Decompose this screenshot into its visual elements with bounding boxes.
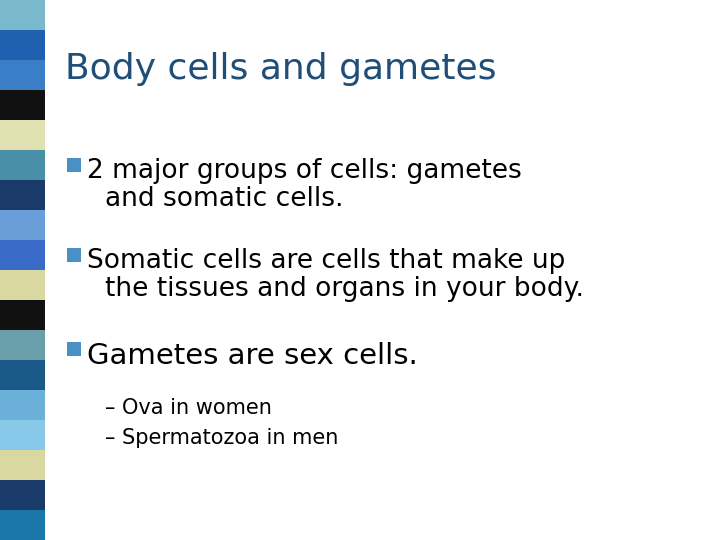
Bar <box>0 240 45 270</box>
Text: 2 major groups of cells: gametes: 2 major groups of cells: gametes <box>87 158 522 184</box>
Bar <box>67 342 81 356</box>
Bar <box>0 0 45 30</box>
Bar <box>0 30 45 60</box>
Bar <box>0 180 45 210</box>
Bar <box>0 330 45 360</box>
Bar <box>0 60 45 90</box>
Bar <box>0 420 45 450</box>
Bar <box>0 270 45 300</box>
Bar <box>0 390 45 420</box>
Text: Body cells and gametes: Body cells and gametes <box>65 52 497 86</box>
Bar <box>0 210 45 240</box>
Bar <box>0 120 45 150</box>
Bar <box>0 480 45 510</box>
Text: and somatic cells.: and somatic cells. <box>105 186 343 212</box>
Bar <box>0 360 45 390</box>
Bar <box>0 90 45 120</box>
Bar <box>0 150 45 180</box>
Text: Somatic cells are cells that make up: Somatic cells are cells that make up <box>87 248 565 274</box>
Bar <box>0 510 45 540</box>
Bar <box>67 248 81 262</box>
Bar <box>67 158 81 172</box>
Text: – Ova in women: – Ova in women <box>105 398 272 418</box>
Bar <box>0 450 45 480</box>
Text: – Spermatozoa in men: – Spermatozoa in men <box>105 428 338 448</box>
Bar <box>0 300 45 330</box>
Text: the tissues and organs in your body.: the tissues and organs in your body. <box>105 276 584 302</box>
Text: Gametes are sex cells.: Gametes are sex cells. <box>87 342 418 370</box>
